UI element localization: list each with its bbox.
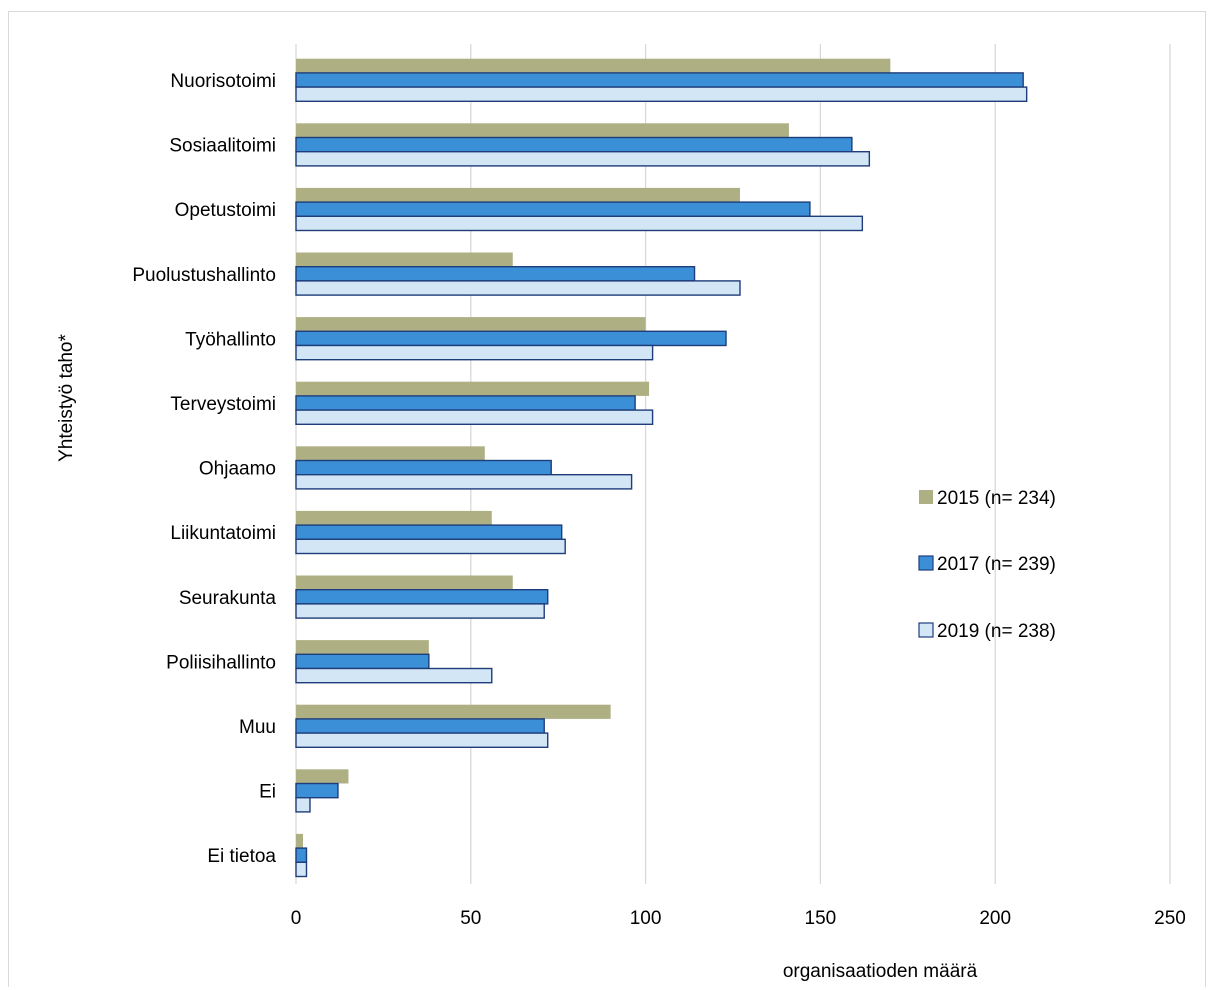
chart-frame	[8, 11, 1206, 987]
bar-seurakunta-2015	[296, 575, 513, 590]
bar-puolustushallinto-2017	[295, 266, 696, 282]
bar-terveystoimi-2019	[295, 409, 654, 426]
x-tick-200: 200	[979, 908, 1011, 929]
bar-puolustushallinto-2019	[295, 280, 741, 296]
bar-ohjaamo-2017	[295, 459, 552, 476]
bar-muu-2015	[296, 704, 611, 719]
x-tick-50: 50	[460, 908, 481, 929]
bar-ty-hallinto-2015	[296, 317, 646, 332]
bar-ohjaamo-2019	[295, 474, 633, 490]
bar-liikuntatoimi-2015	[296, 510, 492, 526]
bar-opetustoimi-2019	[295, 215, 864, 232]
x-tick-150: 150	[805, 908, 837, 929]
bar-poliisihallinto-2019	[295, 667, 493, 684]
bar-nuorisotoimi-2017	[295, 72, 1024, 88]
bar-opetustoimi-2017	[295, 201, 811, 218]
bar-ei-tietoa-2017	[295, 847, 308, 863]
y-axis-title: Yhteistyö taho*	[56, 333, 77, 461]
bar-nuorisotoimi-2019	[295, 86, 1028, 102]
bar-sosiaalitoimi-2015	[296, 123, 789, 138]
category-label-muu: Muu	[239, 717, 276, 738]
category-label-poliisihallinto: Poliisihallinto	[166, 652, 276, 673]
bar-terveystoimi-2017	[295, 395, 636, 411]
x-tick-0: 0	[291, 908, 302, 929]
bar-seurakunta-2019	[295, 603, 545, 619]
x-tick-100: 100	[630, 908, 662, 929]
bar-ei-tietoa-2019	[295, 861, 308, 878]
bar-opetustoimi-2015	[296, 187, 740, 203]
bar-nuorisotoimi-2015	[296, 58, 891, 73]
bar-sosiaalitoimi-2019	[295, 150, 871, 167]
category-label-ty-hallinto: Työhallinto	[185, 329, 276, 350]
category-label-sosiaalitoimi: Sosiaalitoimi	[169, 136, 276, 157]
bar-puolustushallinto-2015	[296, 252, 513, 267]
category-label-puolustushallinto: Puolustushallinto	[132, 265, 276, 286]
bar-ohjaamo-2015	[296, 446, 485, 461]
bar-liikuntatoimi-2019	[295, 538, 566, 555]
bar-terveystoimi-2015	[296, 381, 650, 396]
bar-poliisihallinto-2015	[296, 640, 429, 655]
bars	[295, 58, 1028, 878]
category-label-nuorisotoimi: Nuorisotoimi	[170, 71, 276, 92]
category-label-ei-tietoa: Ei tietoa	[207, 846, 276, 867]
bar-ei-2015	[296, 769, 349, 784]
legend-label-1: 2015 (n= 234)	[937, 488, 1056, 509]
category-label-liikuntatoimi: Liikuntatoimi	[170, 523, 276, 544]
bar-ei-tietoa-2015	[296, 833, 303, 849]
category-label-opetustoimi: Opetustoimi	[175, 200, 276, 221]
bar-muu-2017	[295, 718, 545, 734]
bar-liikuntatoimi-2017	[295, 524, 563, 540]
legend: 2015 (n= 234) 2017 (n= 239) 2019 (n= 238)	[918, 488, 1056, 642]
bar-seurakunta-2017	[295, 589, 549, 605]
x-tick-labels: 0 50 100 150 200 250	[291, 908, 1186, 929]
category-label-seurakunta: Seurakunta	[179, 588, 277, 609]
x-axis-title: organisaatioden määrä	[783, 961, 978, 982]
category-label-ei: Ei	[259, 782, 276, 803]
legend-swatch-2	[918, 555, 934, 571]
bar-ei-2017	[295, 782, 339, 799]
bar-ty-hallinto-2019	[295, 344, 654, 361]
legend-swatch-1	[919, 490, 933, 504]
x-tick-250: 250	[1154, 908, 1186, 929]
legend-label-2: 2017 (n= 239)	[937, 554, 1056, 575]
legend-label-3: 2019 (n= 238)	[937, 621, 1056, 642]
category-labels: Nuorisotoimi Sosiaalitoimi Opetustoimi Puol…	[132, 71, 276, 867]
bar-ty-hallinto-2017	[295, 330, 727, 347]
category-label-terveystoimi: Terveystoimi	[170, 394, 276, 415]
bar-sosiaalitoimi-2017	[295, 136, 853, 153]
bar-poliisihallinto-2017	[295, 653, 430, 670]
legend-swatch-3	[918, 622, 934, 638]
bar-muu-2019	[295, 732, 549, 748]
bar-ei-2019	[295, 797, 311, 813]
category-label-ohjaamo: Ohjaamo	[199, 459, 276, 480]
